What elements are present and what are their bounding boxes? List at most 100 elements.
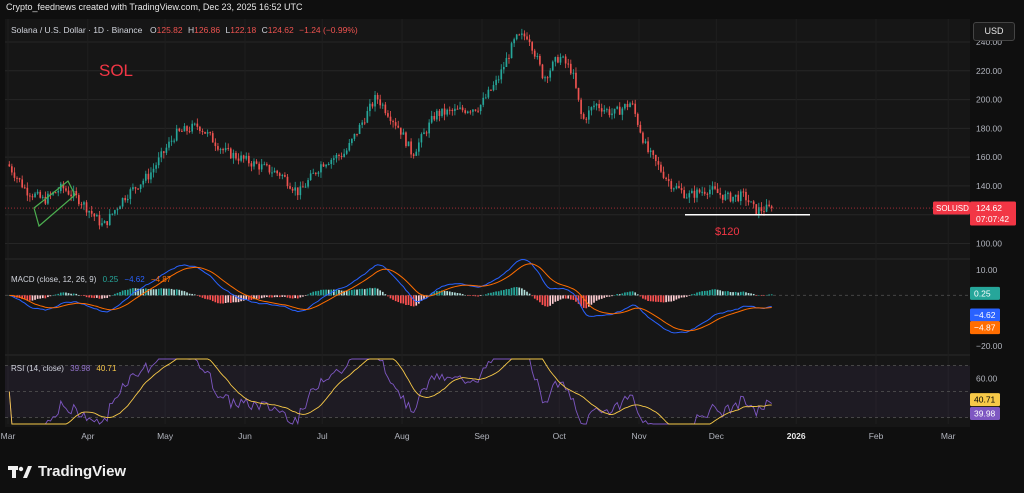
- macd-hist-bar: [490, 292, 492, 296]
- candle-body: [549, 70, 552, 78]
- candle: [304, 183, 307, 188]
- macd-hist-bar: [618, 294, 621, 296]
- candle-body: [44, 196, 47, 204]
- candle: [139, 184, 142, 193]
- macd-hist-bar: [255, 295, 258, 299]
- macd-hist-bar: [683, 295, 685, 298]
- candle-body: [168, 141, 170, 148]
- time-tick-label: Oct: [553, 431, 567, 441]
- price-tick-label: 140.00: [976, 181, 1002, 191]
- candle: [562, 55, 564, 59]
- candle-body: [639, 124, 642, 133]
- candle: [757, 202, 760, 219]
- candle-body: [273, 170, 276, 173]
- candle: [114, 209, 116, 216]
- candle-body: [111, 213, 114, 215]
- candle: [742, 188, 745, 197]
- candle-body: [93, 213, 96, 217]
- chart-svg[interactable]: Solana / U.S. Dollar · 1D · Binance O125…: [5, 19, 970, 427]
- macd-hist-bar: [147, 289, 150, 296]
- macd-hist-bar: [160, 288, 163, 296]
- macd-hist-bar: [381, 291, 384, 296]
- candle-body: [502, 67, 505, 70]
- macd-hist-bar: [521, 288, 523, 296]
- candle-body: [152, 168, 155, 173]
- candle-body: [472, 109, 474, 112]
- candle-body: [291, 188, 294, 191]
- candle: [639, 121, 642, 134]
- candle-body: [510, 43, 513, 59]
- candle: [770, 204, 773, 212]
- chart-panel[interactable]: Solana / U.S. Dollar · 1D · Binance O125…: [5, 19, 970, 427]
- candle-body: [351, 138, 353, 143]
- macd-hist-bar: [696, 292, 698, 296]
- macd-hist-bar: [505, 289, 508, 296]
- candle: [405, 131, 407, 148]
- macd-hist-bar: [724, 291, 727, 296]
- macd-hist-bar: [549, 295, 552, 306]
- candle: [62, 181, 65, 194]
- candle-body: [317, 172, 320, 174]
- candle: [178, 127, 181, 133]
- candle-body: [678, 186, 680, 189]
- macd-hist-bar: [459, 293, 461, 296]
- candle: [508, 54, 510, 64]
- candle-body: [698, 189, 701, 193]
- candle: [309, 170, 312, 181]
- candle: [417, 138, 420, 156]
- candle-body: [160, 151, 163, 158]
- rsi-legend: RSI (14, close) 39.98 40.71: [11, 364, 117, 373]
- candle: [106, 220, 109, 229]
- candle: [636, 112, 639, 128]
- candle-body: [399, 127, 402, 135]
- candle: [41, 194, 44, 200]
- candle: [348, 139, 351, 152]
- candle: [451, 108, 454, 116]
- candle: [250, 161, 253, 172]
- macd-hist-bar: [742, 291, 745, 296]
- candle-body: [721, 194, 724, 200]
- candle-body: [492, 85, 495, 91]
- macd-hist-bar: [335, 289, 338, 296]
- candle-body: [13, 172, 16, 178]
- candle: [101, 218, 103, 227]
- macd-hist-bar: [495, 291, 497, 296]
- candle-body: [266, 164, 268, 166]
- candle-body: [461, 107, 464, 111]
- candle: [502, 61, 505, 74]
- candle: [98, 210, 101, 230]
- macd-hist-bar: [484, 294, 487, 296]
- macd-hist-bar: [96, 295, 98, 298]
- candle-body: [392, 121, 394, 123]
- time-tick-label: Aug: [395, 431, 410, 441]
- candle: [137, 188, 139, 191]
- time-axis[interactable]: Mar Apr May Jun Jul Aug Sep Oct Nov Dec 2026 Feb Mar: [0, 427, 1024, 449]
- candle-body: [621, 108, 624, 115]
- candle: [443, 103, 446, 121]
- macd-hist-bar: [649, 295, 652, 302]
- macd-hist-bar: [544, 295, 546, 307]
- candle: [263, 161, 266, 166]
- macd-hist-bar: [526, 291, 528, 296]
- candle: [441, 108, 443, 118]
- candle-body: [162, 151, 165, 153]
- macd-hist-bar: [747, 293, 750, 296]
- macd-hist-bar: [603, 295, 606, 298]
- candle: [281, 173, 284, 180]
- candle-body: [121, 197, 124, 207]
- macd-hist-bar: [685, 295, 688, 297]
- candle-body: [103, 221, 106, 224]
- candle-body: [683, 190, 685, 198]
- macd-hist-bar: [214, 295, 217, 303]
- macd-hist-bar: [108, 295, 111, 297]
- candle: [214, 138, 217, 151]
- candle-body: [178, 128, 181, 131]
- price-axis[interactable]: 100.00120.00140.00160.00180.00200.00220.…: [970, 19, 1024, 439]
- candle: [325, 163, 327, 169]
- currency-button[interactable]: USD: [973, 22, 1015, 41]
- candle: [191, 120, 194, 134]
- candle-body: [410, 141, 412, 155]
- macd-hist-bar: [533, 295, 536, 299]
- candle: [672, 187, 675, 192]
- candle: [474, 109, 477, 112]
